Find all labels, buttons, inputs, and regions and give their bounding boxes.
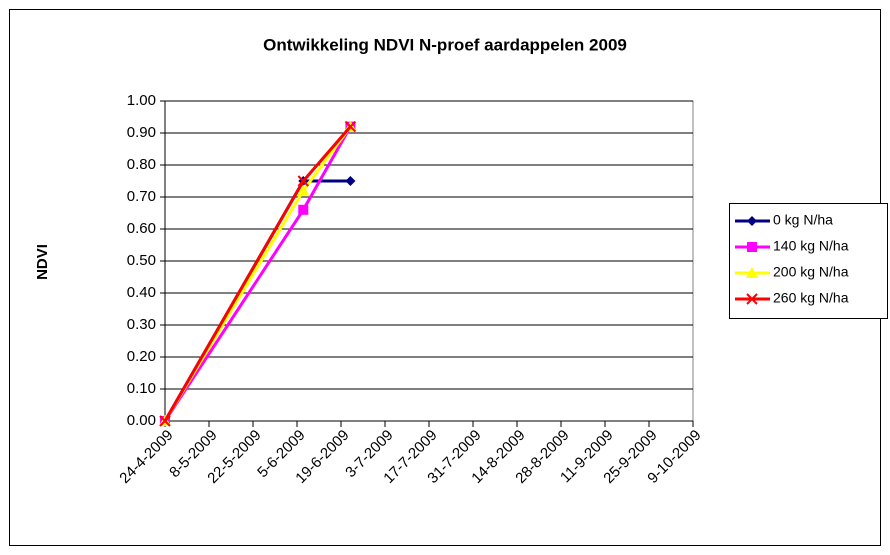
marker <box>746 267 758 278</box>
marker <box>747 242 757 252</box>
legend-label: 260 kg N/ha <box>773 290 849 306</box>
marker <box>345 176 356 186</box>
legend-label: 140 kg N/ha <box>773 238 849 254</box>
y-tick-label: 0.90 <box>127 124 156 141</box>
marker <box>298 204 309 215</box>
marker <box>344 120 357 133</box>
marker <box>746 293 758 305</box>
y-tick-label: 0.20 <box>127 348 156 365</box>
legend-label: 0 kg N/ha <box>773 212 833 228</box>
y-tick-label: 0.30 <box>127 316 156 333</box>
marker <box>159 415 171 427</box>
legend-label: 200 kg N/ha <box>773 264 849 280</box>
marker <box>747 216 757 226</box>
marker <box>297 184 310 196</box>
y-tick-label: 0.50 <box>127 252 156 269</box>
y-tick-label: 0.00 <box>127 412 156 429</box>
marker <box>297 175 309 187</box>
y-tick-label: 1.00 <box>127 92 156 109</box>
y-tick-label: 0.80 <box>127 156 156 173</box>
y-tick-label: 0.10 <box>127 380 156 397</box>
chart-title: Ontwikkeling NDVI N-proef aardappelen 20… <box>263 35 627 54</box>
y-tick-label: 0.40 <box>127 284 156 301</box>
y-tick-label: 0.70 <box>127 188 156 205</box>
y-tick-label: 0.60 <box>127 220 156 237</box>
y-axis-label: NDVI <box>34 244 51 280</box>
legend: 0 kg N/ha 140 kg N/ha 200 kg N/ha 260 kg N/… <box>729 203 888 319</box>
